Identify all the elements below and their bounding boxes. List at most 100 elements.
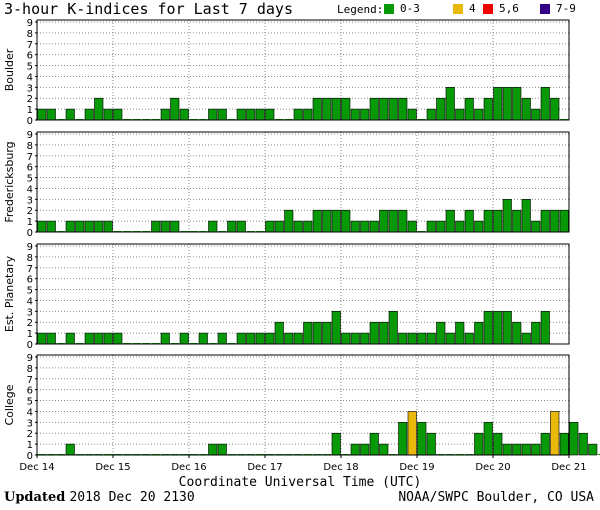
y-tick-label: 5 xyxy=(27,286,33,297)
bar xyxy=(350,108,360,121)
y-tick-label: 8 xyxy=(27,253,33,264)
bar xyxy=(407,108,417,121)
x-axis-label: Coordinate Universal Time (UTC) xyxy=(178,475,422,490)
bar xyxy=(293,220,303,233)
x-tick-label: Dec 19 xyxy=(399,462,434,473)
bar xyxy=(426,432,436,456)
bar xyxy=(236,332,246,345)
bar xyxy=(493,87,503,121)
bar xyxy=(322,321,332,345)
bar xyxy=(512,321,522,345)
bar xyxy=(521,443,531,456)
bar xyxy=(455,321,465,345)
y-tick-label: 8 xyxy=(27,29,33,40)
bar xyxy=(540,432,550,456)
bar xyxy=(398,97,408,121)
bar xyxy=(246,108,256,121)
bar xyxy=(464,209,474,233)
bar xyxy=(331,97,341,121)
bar xyxy=(521,199,531,233)
bar xyxy=(312,209,322,233)
y-tick-label: 9 xyxy=(27,18,33,29)
bar xyxy=(407,411,417,456)
bar xyxy=(360,108,370,121)
bar xyxy=(65,220,75,233)
bar xyxy=(113,108,123,121)
station-label: Est. Planetary xyxy=(3,255,16,332)
panel-frame xyxy=(36,131,570,233)
bar xyxy=(179,108,189,121)
y-tick-label: 8 xyxy=(27,141,33,152)
y-tick-label: 7 xyxy=(27,152,33,163)
y-tick-label: 5 xyxy=(27,397,33,408)
bar xyxy=(312,321,322,345)
bar xyxy=(360,220,370,233)
station-label: Boulder xyxy=(3,48,16,91)
bar xyxy=(312,97,322,121)
bar xyxy=(426,108,436,121)
bar xyxy=(284,209,294,233)
bar xyxy=(483,209,493,233)
y-tick-label: 2 xyxy=(27,206,33,217)
bar xyxy=(303,321,313,345)
y-tick-label: 3 xyxy=(27,83,33,94)
y-tick-label: 6 xyxy=(27,51,33,62)
bar xyxy=(445,332,455,345)
bar xyxy=(540,87,550,121)
y-tick-label: 1 xyxy=(27,105,33,116)
bar xyxy=(217,108,227,121)
y-tick-label: 1 xyxy=(27,329,33,340)
bar xyxy=(407,332,417,345)
chart-header: 3-hour K-indices for Last 7 days Legend:… xyxy=(0,0,600,20)
bar xyxy=(502,443,512,456)
bar xyxy=(208,220,218,233)
bar xyxy=(426,332,436,345)
bar xyxy=(46,332,56,345)
bar xyxy=(350,443,360,456)
bar xyxy=(322,209,332,233)
bar xyxy=(379,97,389,121)
bar xyxy=(360,443,370,456)
y-tick-label: 2 xyxy=(27,318,33,329)
bar xyxy=(94,332,104,345)
bar xyxy=(531,443,541,456)
bar xyxy=(502,311,512,345)
bar xyxy=(436,220,446,233)
footer-source: NOAA/SWPC Boulder, CO USA xyxy=(398,490,594,505)
bar xyxy=(274,220,284,233)
bar xyxy=(65,443,75,456)
x-tick-label: Dec 16 xyxy=(171,462,206,473)
x-tick-label: Dec 15 xyxy=(95,462,130,473)
bar xyxy=(474,108,484,121)
bar xyxy=(388,209,398,233)
bar xyxy=(483,311,493,345)
bar xyxy=(227,220,237,233)
bar xyxy=(265,332,275,345)
bar xyxy=(179,332,189,345)
bar xyxy=(559,209,569,233)
bar xyxy=(445,87,455,121)
bar xyxy=(341,209,351,233)
y-tick-label: 1 xyxy=(27,440,33,451)
y-tick-label: 4 xyxy=(27,184,33,195)
bar xyxy=(502,87,512,121)
station-label: Fredericksburg xyxy=(3,141,16,222)
bar xyxy=(265,108,275,121)
bar xyxy=(293,332,303,345)
bar xyxy=(65,108,75,121)
bar xyxy=(113,332,123,345)
bar xyxy=(379,209,389,233)
bar xyxy=(331,432,341,456)
bar xyxy=(417,422,427,456)
y-tick-label: 5 xyxy=(27,174,33,185)
bar xyxy=(464,97,474,121)
bar xyxy=(512,443,522,456)
y-tick-label: 5 xyxy=(27,62,33,73)
bar xyxy=(341,97,351,121)
y-tick-label: 4 xyxy=(27,407,33,418)
bar xyxy=(303,220,313,233)
y-tick-label: 9 xyxy=(27,242,33,253)
